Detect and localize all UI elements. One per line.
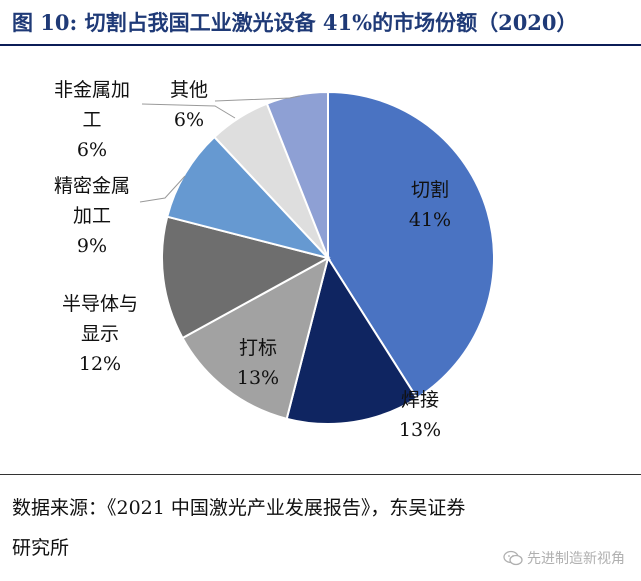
slice-name-0-0: 切割 — [411, 179, 449, 201]
leader-line-4 — [139, 175, 186, 203]
slice-value-2: 13% — [237, 367, 279, 389]
pie-slice-6 — [265, 90, 329, 259]
slice-value-0: 41% — [409, 209, 451, 231]
slice-value-1: 13% — [399, 419, 441, 441]
pie-slice-3 — [161, 215, 331, 340]
slice-name-4-1: 加工 — [73, 205, 111, 227]
source-line-2: 研究所 — [12, 537, 70, 559]
slice-name-5-0: 非金属加 — [54, 79, 130, 101]
slice-name-3-1: 显示 — [81, 323, 119, 345]
slice-value-4: 9% — [77, 235, 107, 257]
slice-value-6: 6% — [174, 109, 204, 131]
watermark-text: 先进制造新视角 — [527, 551, 625, 567]
slice-label-1: 焊接 13% — [399, 389, 441, 441]
watermark: 先进制造新视角 — [503, 548, 625, 568]
slice-name-4-0: 精密金属 — [54, 175, 130, 197]
pie-slice-2 — [181, 256, 330, 421]
wechat-icon — [503, 550, 523, 566]
slice-name-2-0: 打标 — [239, 337, 277, 359]
slice-name-3-0: 半导体与 — [62, 293, 138, 315]
pie-chart: 切割41%焊接13%打标13%半导体与显示12%精密金属加工9%非金属加工6%其… — [54, 79, 495, 441]
slice-label-6: 其他 6% — [170, 79, 208, 131]
title-divider — [0, 44, 641, 46]
source-divider — [0, 474, 641, 475]
leader-line-5 — [141, 103, 236, 119]
slice-label-2: 打标 13% — [237, 337, 279, 389]
slice-value-3: 12% — [79, 353, 121, 375]
pie-slice-4 — [165, 135, 332, 260]
pie-slice-1 — [285, 255, 419, 425]
slice-name-6-0: 其他 — [170, 79, 208, 101]
leader-line-6 — [214, 95, 301, 102]
figure-title: 图 10: 切割占我国工业激光设备 41%的市场份额（2020） — [12, 10, 578, 35]
source-line-1: 数据来源：《2021 中国激光产业发展报告》，东吴证券 — [12, 497, 466, 519]
slice-name-5-1: 工 — [82, 109, 101, 131]
source-note: 数据来源：《2021 中国激光产业发展报告》，东吴证券 研究所 — [12, 488, 622, 568]
slice-name-1-0: 焊接 — [401, 389, 439, 411]
slice-value-5: 6% — [77, 139, 107, 161]
slice-label-0: 切割 41% — [409, 179, 451, 231]
